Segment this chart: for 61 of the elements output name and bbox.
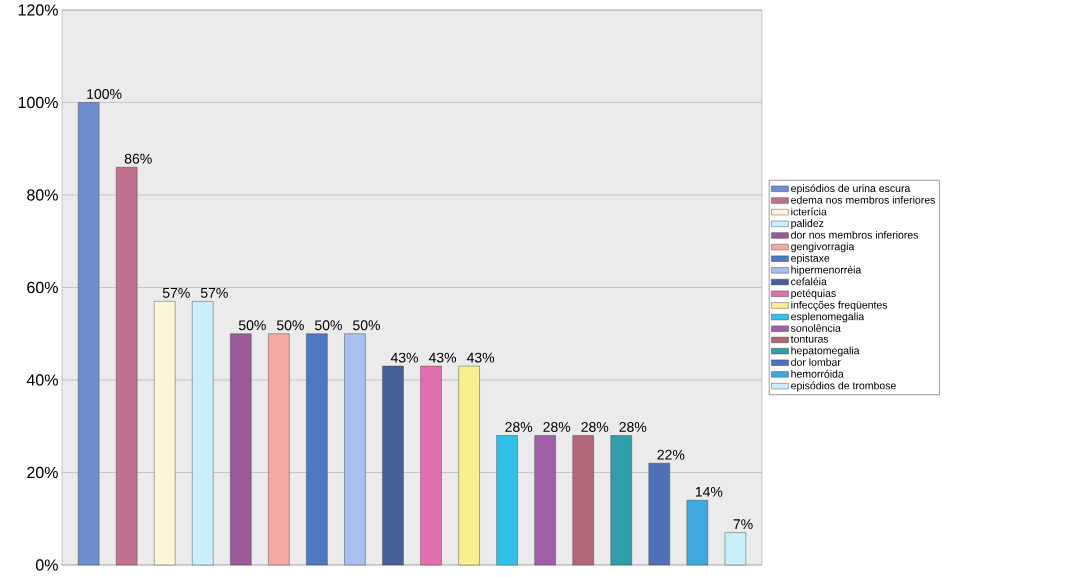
- y-tick-label: 20%: [27, 466, 58, 479]
- bar: [648, 463, 670, 566]
- bar: [154, 301, 176, 566]
- legend-label: episódios de trombose: [791, 381, 896, 392]
- legend-label: esplenomegalia: [791, 312, 865, 323]
- bar: [458, 365, 480, 566]
- bar: [572, 435, 594, 566]
- data-label: 86%: [124, 153, 152, 164]
- data-label: 7%: [733, 519, 753, 530]
- legend-label: episódios de urina escura: [791, 184, 911, 195]
- bar: [268, 333, 290, 566]
- data-label: 43%: [466, 352, 495, 363]
- data-label: 28%: [619, 422, 647, 432]
- data-label: 57%: [162, 287, 190, 298]
- legend-label: infecções freqüentes: [791, 300, 888, 311]
- y-tick-label: 60%: [27, 281, 58, 294]
- bar: [230, 333, 252, 566]
- data-label: 43%: [428, 352, 457, 363]
- data-label: 28%: [505, 422, 533, 432]
- bar: [496, 435, 518, 566]
- data-label: 14%: [695, 486, 723, 497]
- legend-label: gengivorragia: [791, 242, 855, 253]
- y-tick-label: 40%: [26, 374, 58, 386]
- y-tick-label: 120%: [18, 4, 58, 16]
- data-label: 22%: [657, 449, 685, 460]
- y-tick-label: 0%: [35, 559, 58, 571]
- data-label: 50%: [315, 320, 342, 331]
- legend-label: sonolência: [790, 324, 841, 332]
- legend-label: epistaxe: [791, 254, 830, 264]
- data-label: 28%: [543, 422, 571, 432]
- bar: [534, 435, 556, 566]
- bar: [420, 365, 442, 566]
- data-label: 43%: [390, 352, 419, 363]
- data-label: 100%: [87, 89, 122, 99]
- legend-label: dor nos membros inferiores: [791, 230, 919, 239]
- legend-label: hemorróida: [791, 369, 844, 378]
- legend-label: hepatomegalia: [791, 346, 860, 357]
- legend-label: dor lombar: [791, 358, 841, 366]
- data-label: 57%: [200, 287, 228, 298]
- data-label: 28%: [581, 422, 609, 432]
- legend-label: edema nos membros inferiores: [791, 195, 935, 204]
- legend-label: cefaléia: [791, 277, 827, 286]
- data-label: 50%: [238, 320, 266, 331]
- bar: [306, 333, 328, 566]
- bar: [77, 102, 100, 566]
- y-tick-label: 80%: [27, 189, 58, 201]
- legend-label: tonturas: [790, 335, 829, 343]
- legend-label: hipermenorréia: [791, 265, 862, 276]
- bar: [686, 500, 708, 566]
- y-tick-label: 100%: [18, 96, 58, 109]
- legend-label: petéquias: [791, 289, 836, 300]
- bar: [610, 435, 632, 566]
- legend-label: icterícia: [791, 207, 827, 216]
- bar: [344, 333, 366, 566]
- bar: [116, 167, 138, 566]
- data-label: 50%: [353, 320, 380, 331]
- legend-label: palidez: [791, 219, 824, 230]
- bar: [724, 532, 747, 566]
- data-label: 50%: [276, 320, 304, 331]
- bar: [192, 301, 214, 566]
- bar: [382, 365, 404, 566]
